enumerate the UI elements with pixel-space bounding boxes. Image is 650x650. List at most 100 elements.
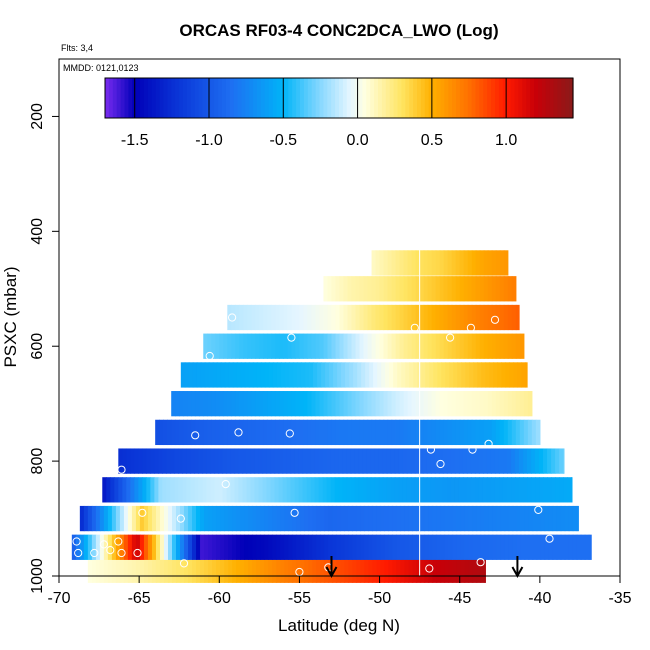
heatmap-cell (184, 362, 190, 388)
heatmap-cell (267, 391, 272, 417)
heatmap-cell (482, 448, 488, 474)
heatmap-cell (243, 391, 248, 417)
heatmap-cell (568, 505, 574, 532)
heatmap-cell (175, 419, 180, 446)
heatmap-cell (236, 557, 241, 583)
heatmap-cell (421, 362, 426, 388)
heatmap-cell (395, 391, 401, 417)
colorbar-segment (198, 78, 204, 118)
heatmap-cell (267, 304, 272, 331)
heatmap-cell (284, 557, 289, 583)
heatmap-cell (443, 304, 449, 331)
heatmap-cell (415, 276, 421, 302)
heatmap-cell (371, 419, 377, 446)
heatmap-cell (216, 557, 221, 583)
heatmap-cell (492, 534, 498, 560)
heatmap-cell (532, 505, 538, 532)
heatmap-cell (347, 391, 353, 417)
heatmap-cell (163, 505, 169, 532)
heatmap-cell (519, 419, 525, 446)
heatmap-cell (388, 557, 393, 583)
heatmap-cell (339, 276, 345, 302)
heatmap-cell (191, 391, 196, 417)
heatmap-cell (571, 477, 573, 503)
heatmap-cell (309, 362, 314, 388)
heatmap-cell (283, 304, 289, 331)
heatmap-cell (275, 419, 280, 446)
heatmap-cell (466, 448, 472, 474)
heatmap-cell (174, 477, 180, 503)
heatmap-cell (384, 557, 389, 583)
heatmap-cell (304, 534, 309, 560)
heatmap-cell (487, 333, 493, 359)
heatmap-cell (396, 557, 402, 583)
heatmap-cell (536, 505, 542, 532)
heatmap-cell (382, 448, 388, 474)
heatmap-cell (467, 333, 473, 359)
heatmap-cell (376, 534, 381, 560)
heatmap-cell (288, 505, 293, 532)
heatmap-cell (498, 448, 504, 474)
heatmap-cell (210, 448, 216, 474)
colorbar-segment (561, 78, 566, 118)
heatmap-cell (348, 505, 353, 532)
heatmap-cell (172, 505, 177, 532)
heatmap-cell (407, 419, 413, 446)
heatmap-cell (543, 448, 548, 474)
heatmap-cell (381, 362, 386, 388)
heatmap-cell (395, 276, 401, 302)
heatmap-cell (172, 557, 177, 583)
heatmap-cell (447, 333, 453, 359)
heatmap-cell (316, 557, 321, 583)
heatmap-cell (275, 333, 280, 359)
heatmap-cell (288, 557, 293, 583)
heatmap-cell (428, 557, 434, 583)
heatmap-cell (220, 534, 225, 560)
heatmap-cell (301, 362, 306, 388)
data-point-circle (426, 445, 435, 454)
heatmap-cell (184, 534, 189, 560)
heatmap-cell (246, 448, 252, 474)
heatmap-cell (431, 333, 437, 359)
heatmap-cell (242, 448, 248, 474)
colorbar-segment (253, 78, 258, 118)
heatmap-cells (71, 250, 592, 583)
heatmap-cell (320, 534, 325, 560)
heatmap-cell (167, 505, 173, 532)
heatmap-cell (391, 419, 397, 446)
heatmap-cell (371, 276, 377, 302)
heatmap-cell (95, 534, 101, 560)
heatmap-cell (408, 505, 414, 532)
heatmap-cell (535, 448, 540, 474)
data-point-circle (176, 514, 185, 523)
heatmap-cell (499, 391, 505, 417)
heatmap-cell (202, 448, 208, 474)
heatmap-cell (91, 505, 97, 532)
heatmap-cell (415, 250, 421, 276)
heatmap-cell (465, 362, 470, 388)
heatmap-cell (166, 477, 171, 503)
colorbar-tick-label: 0.5 (421, 132, 443, 149)
colorbar-segment (557, 78, 562, 118)
colorbar-segment (541, 78, 547, 118)
heatmap-cell (219, 419, 224, 446)
heatmap-cell (276, 362, 282, 388)
colorbar-segment (385, 78, 391, 118)
colorbar-segment (432, 78, 438, 118)
heatmap-cell (206, 477, 212, 503)
heatmap-cell (428, 505, 434, 532)
heatmap-cell (404, 505, 410, 532)
heatmap-cell (527, 477, 532, 503)
heatmap-cell (146, 477, 151, 503)
heatmap-cell (374, 448, 380, 474)
heatmap-cell (375, 333, 381, 359)
heatmap-cell (130, 448, 135, 474)
heatmap-cell (564, 505, 570, 532)
heatmap-cell (304, 505, 309, 532)
heatmap-cell (454, 477, 460, 503)
heatmap-cell (204, 362, 210, 388)
heatmap-cell (127, 505, 133, 532)
heatmap-cell (328, 505, 333, 532)
heatmap-cell (505, 362, 511, 388)
heatmap-cell (312, 557, 317, 583)
